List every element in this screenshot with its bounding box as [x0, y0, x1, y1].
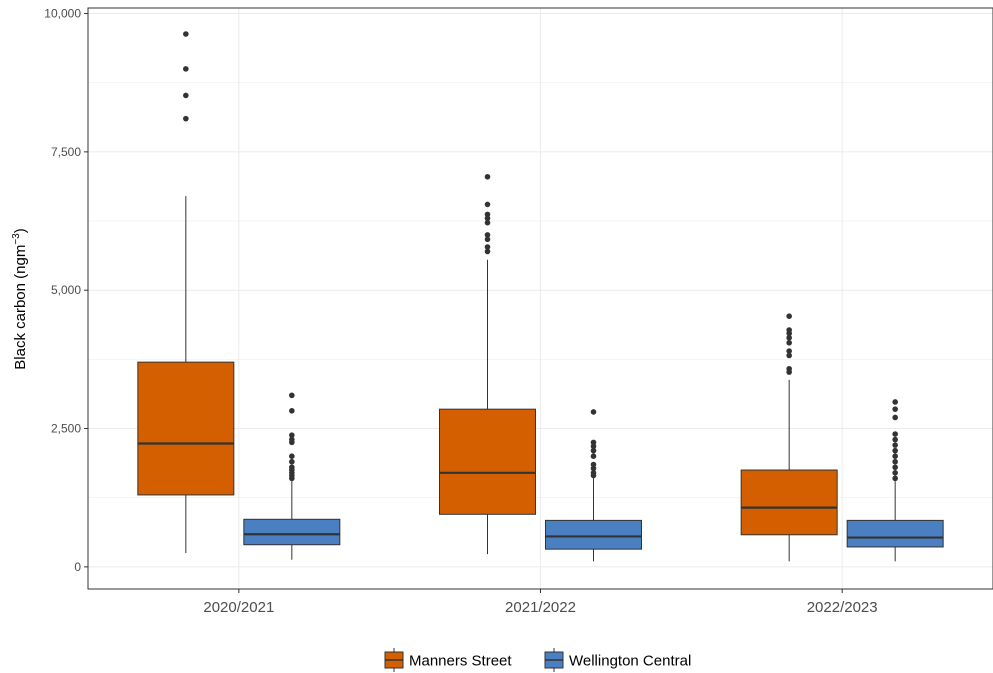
box-iqr: [137, 361, 235, 496]
outlier-point: [484, 215, 491, 222]
legend-label: Wellington Central: [569, 653, 691, 670]
outlier-point: [289, 436, 295, 443]
outlier-point: [892, 447, 898, 454]
box-iqr: [243, 518, 341, 546]
outlier-point: [484, 201, 491, 208]
x-tick-label: 2022/2023: [807, 599, 878, 616]
y-tick-label: 10,000: [44, 7, 81, 21]
outlier-point: [590, 461, 597, 468]
box-plot: [740, 313, 838, 562]
box-iqr: [439, 408, 536, 515]
outlier-point: [786, 339, 792, 346]
outlier-point: [892, 453, 898, 460]
outlier-point: [786, 327, 792, 333]
legend: Manners Street Wellington Central: [384, 648, 691, 672]
outlier-point: [484, 248, 491, 255]
outlier-point: [892, 464, 898, 471]
outlier-point: [892, 431, 898, 437]
outlier-point: [786, 352, 792, 359]
y-tick-label: 5,000: [51, 283, 81, 297]
outlier-point: [183, 115, 189, 122]
legend-item: Manners Street: [384, 648, 512, 672]
outlier-point: [786, 334, 792, 341]
legend-label: Manners Street: [409, 653, 512, 670]
box-plot: [545, 409, 642, 562]
outlier-point: [289, 392, 295, 399]
outlier-point: [183, 92, 189, 99]
box-plot: [243, 392, 341, 560]
y-tick-label: 7,500: [51, 145, 81, 159]
outlier-point: [786, 365, 792, 372]
outlier-point: [786, 313, 792, 320]
outlier-point: [590, 447, 597, 454]
box-iqr: [545, 519, 642, 550]
outlier-point: [484, 219, 491, 226]
box-plot: [846, 399, 944, 562]
outlier-point: [590, 443, 597, 450]
outlier-point: [183, 66, 189, 72]
box-iqr: [740, 469, 838, 536]
outlier-point: [892, 436, 898, 443]
outlier-point: [289, 458, 295, 465]
outlier-point: [289, 432, 295, 438]
outlier-point: [590, 470, 597, 476]
outlier-point: [289, 453, 295, 460]
outlier-point: [183, 31, 189, 37]
outlier-point: [892, 442, 898, 448]
y-axis-title: Black carbon (ngm−3): [11, 228, 29, 369]
outlier-point: [590, 409, 597, 415]
outlier-point: [590, 439, 597, 446]
legend-item: Wellington Central: [544, 648, 691, 672]
x-tick-label: 2021/2022: [505, 599, 576, 616]
outlier-point: [484, 232, 491, 238]
y-tick-label: 0: [74, 560, 81, 574]
box-plot: [439, 173, 536, 555]
outlier-point: [484, 236, 491, 243]
boxes-layer: [137, 31, 944, 562]
x-tick-label: 2020/2021: [203, 599, 274, 616]
outlier-point: [786, 348, 792, 354]
outlier-point: [892, 470, 898, 476]
outlier-point: [892, 475, 898, 482]
y-ticks: 0 2,500 5,000 7,500 10,000: [44, 7, 88, 574]
y-axis-title-main: Black carbon (ngm: [12, 245, 29, 370]
outlier-point: [892, 406, 898, 412]
outlier-point: [484, 244, 491, 250]
x-ticks: 2020/2021 2021/2022 2022/2023: [203, 589, 878, 616]
outlier-point: [484, 211, 491, 218]
outlier-point: [289, 464, 295, 471]
grid-lines: [88, 8, 993, 589]
outlier-point: [289, 408, 295, 414]
y-tick-label: 2,500: [51, 422, 81, 436]
y-axis-title-superscript: −3: [11, 233, 22, 245]
box-iqr: [846, 519, 944, 548]
outlier-point: [892, 414, 898, 421]
box-plot: [137, 31, 235, 554]
outlier-point: [590, 453, 597, 460]
outlier-point: [892, 399, 898, 405]
outlier-point: [892, 458, 898, 465]
outlier-point: [484, 173, 491, 180]
y-axis-title-close: ): [12, 228, 29, 233]
outlier-point: [590, 465, 597, 472]
